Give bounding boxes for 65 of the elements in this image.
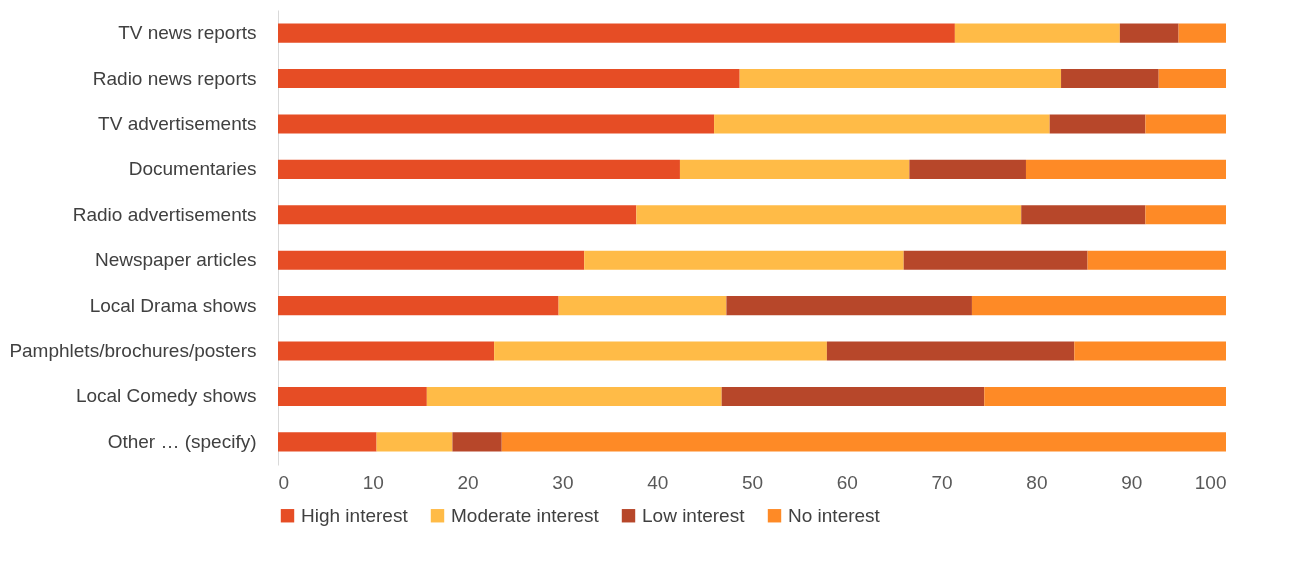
x-tick-label: 0 <box>278 471 290 493</box>
bar <box>278 296 559 316</box>
x-tick-label: 20 <box>457 471 479 493</box>
bar <box>1061 69 1159 89</box>
x-tick-label: 30 <box>552 471 574 493</box>
y-tick-label: Radio news reports <box>92 67 257 89</box>
bar <box>739 69 1062 89</box>
bar <box>971 296 1226 316</box>
bar <box>1074 341 1226 361</box>
y-tick-label: TV advertisements <box>98 112 257 134</box>
x-tick-label: 10 <box>362 471 384 493</box>
bar <box>278 250 585 270</box>
bar <box>1049 114 1146 134</box>
bar <box>1087 250 1226 270</box>
bar <box>1145 114 1226 134</box>
bar <box>984 386 1226 406</box>
bar <box>903 250 1088 270</box>
bar <box>1025 159 1226 179</box>
legend-label: Moderate interest <box>451 504 600 526</box>
bar <box>1119 23 1179 43</box>
y-tick-label: Local Comedy shows <box>75 385 257 407</box>
y-tick-label: TV news reports <box>118 22 257 44</box>
bar <box>1145 205 1226 225</box>
bar <box>278 432 377 452</box>
bar <box>1178 23 1226 43</box>
bar <box>452 432 502 452</box>
bar <box>278 159 680 179</box>
legend-label: Low interest <box>642 504 746 526</box>
bar <box>679 159 910 179</box>
bar <box>278 341 495 361</box>
bar <box>558 296 727 316</box>
bar <box>376 432 453 452</box>
bar <box>278 386 427 406</box>
bar <box>909 159 1026 179</box>
bar <box>278 114 715 134</box>
x-tick-label: 100 <box>1194 471 1227 493</box>
legend-label: High interest <box>301 504 409 526</box>
bar <box>494 341 827 361</box>
x-tick-label: 40 <box>647 471 669 493</box>
y-tick-label: Local Drama shows <box>89 294 257 316</box>
bar <box>721 386 985 406</box>
x-tick-label: 60 <box>836 471 858 493</box>
x-tick-label: 90 <box>1121 471 1143 493</box>
bar <box>636 205 1022 225</box>
bar <box>1021 205 1146 225</box>
y-tick-label: Newspaper articles <box>94 249 257 271</box>
bar <box>278 23 955 43</box>
bar <box>726 296 972 316</box>
bar <box>278 205 637 225</box>
bar <box>426 386 722 406</box>
y-tick-label: Radio advertisements <box>72 203 257 225</box>
bar <box>1158 69 1226 89</box>
y-tick-label: Documentaries <box>128 158 257 180</box>
bar <box>584 250 904 270</box>
x-tick-label: 80 <box>1026 471 1048 493</box>
bar <box>714 114 1050 134</box>
legend-label: No interest <box>788 504 881 526</box>
y-tick-label: Pamphlets/brochures/posters <box>9 340 257 362</box>
bar <box>278 69 740 89</box>
bar <box>501 432 1226 452</box>
bar <box>826 341 1075 361</box>
y-tick-label: Other … (specify) <box>107 430 257 452</box>
x-tick-label: 70 <box>931 471 953 493</box>
x-tick-label: 50 <box>741 471 764 493</box>
bar <box>954 23 1120 43</box>
